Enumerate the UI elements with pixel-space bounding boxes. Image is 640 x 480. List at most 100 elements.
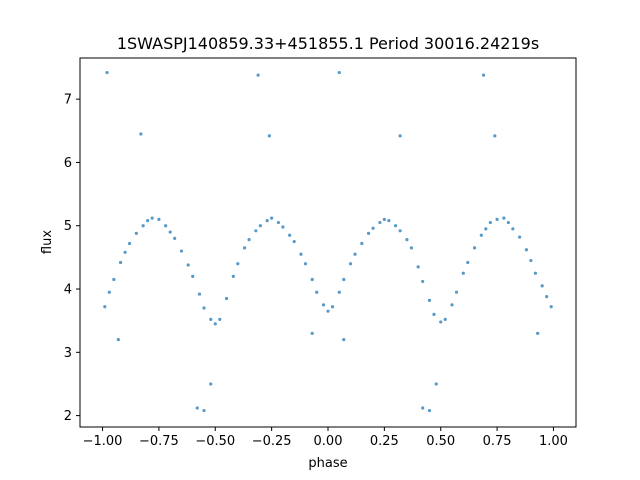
- x-tick-label: 0.75: [483, 434, 512, 449]
- y-tick-label: 3: [64, 346, 72, 361]
- data-point: [378, 220, 382, 225]
- data-point: [421, 279, 425, 284]
- data-point: [337, 290, 341, 294]
- data-point: [258, 224, 262, 228]
- x-tick-label: 0.00: [314, 434, 343, 449]
- data-point: [529, 258, 533, 263]
- x-tick-label: −1.00: [83, 434, 123, 449]
- data-point: [281, 225, 285, 229]
- y-tick-label: 4: [64, 283, 72, 298]
- data-point: [484, 227, 488, 231]
- data-point: [303, 262, 308, 266]
- data-point: [366, 231, 371, 235]
- data-point: [545, 295, 549, 299]
- data-point: [118, 260, 123, 265]
- data-point: [197, 292, 202, 296]
- data-point: [549, 305, 553, 309]
- chart-title: 1SWASPJ140859.33+451855.1 Period 30016.2…: [117, 34, 539, 53]
- data-point: [236, 262, 240, 266]
- data-point: [150, 216, 154, 220]
- data-point: [310, 331, 314, 335]
- data-point: [409, 246, 414, 250]
- data-point: [405, 238, 409, 242]
- data-point: [536, 331, 540, 335]
- data-point: [202, 408, 206, 413]
- data-point: [533, 271, 538, 275]
- y-axis: 2 3 4 5 6 7: [64, 93, 80, 424]
- data-point: [416, 265, 420, 269]
- data-point: [103, 305, 107, 309]
- y-tick-label: 2: [64, 409, 72, 424]
- data-point: [398, 229, 402, 233]
- data-point: [461, 271, 465, 275]
- data-point: [164, 224, 168, 228]
- data-point: [382, 217, 386, 221]
- data-point: [270, 216, 274, 220]
- points-layer: [103, 70, 553, 413]
- x-tick-label: −0.50: [195, 434, 235, 449]
- data-point: [299, 252, 303, 256]
- data-point: [506, 220, 510, 225]
- data-point: [427, 298, 432, 303]
- x-tick-label: −0.25: [252, 434, 292, 449]
- data-point: [394, 224, 398, 228]
- data-point: [360, 241, 364, 246]
- data-point: [479, 233, 483, 237]
- y-tick-label: 6: [64, 156, 72, 171]
- data-point: [128, 241, 132, 246]
- data-point: [450, 303, 454, 307]
- data-point: [195, 406, 199, 410]
- data-point: [146, 219, 150, 223]
- data-point: [443, 317, 447, 321]
- data-point: [387, 219, 391, 223]
- data-point: [330, 305, 335, 309]
- data-point: [495, 217, 499, 221]
- data-point: [267, 134, 271, 138]
- x-tick-label: −0.75: [139, 434, 179, 449]
- data-point: [202, 306, 206, 310]
- x-axis-label: phase: [308, 456, 347, 471]
- data-point: [213, 322, 217, 326]
- y-tick-label: 5: [64, 219, 72, 234]
- data-point: [224, 296, 229, 301]
- x-tick-label: 0.50: [426, 434, 455, 449]
- data-point: [466, 260, 470, 265]
- data-point: [209, 317, 213, 321]
- data-point: [488, 220, 492, 225]
- data-point: [472, 246, 477, 250]
- data-point: [427, 408, 432, 413]
- x-axis: −1.00 −0.75 −0.50 −0.25 0.00 0.25 0.50 0.75 1.00: [83, 427, 568, 449]
- data-point: [421, 406, 425, 410]
- data-point: [134, 231, 138, 235]
- data-point: [398, 134, 402, 138]
- data-point: [123, 250, 127, 254]
- data-point: [439, 320, 443, 324]
- data-point: [157, 217, 161, 221]
- data-point: [218, 317, 222, 321]
- data-point: [173, 236, 177, 240]
- data-point: [256, 73, 260, 77]
- data-point: [242, 246, 247, 250]
- data-point: [191, 274, 195, 278]
- data-point: [524, 248, 529, 252]
- data-point: [254, 229, 258, 233]
- x-tick-label: 1.00: [539, 434, 568, 449]
- data-point: [179, 249, 184, 253]
- data-point: [288, 233, 292, 237]
- data-point: [342, 277, 346, 282]
- data-point: [315, 290, 319, 294]
- x-tick-label: 0.25: [370, 434, 399, 449]
- data-point: [105, 70, 109, 75]
- data-point: [116, 338, 120, 342]
- data-point: [292, 239, 296, 244]
- data-point: [139, 132, 143, 136]
- y-axis-label: flux: [40, 230, 55, 254]
- data-point: [518, 235, 522, 239]
- data-point: [209, 382, 213, 386]
- data-point: [326, 309, 330, 313]
- data-point: [432, 312, 436, 316]
- data-point: [540, 284, 544, 288]
